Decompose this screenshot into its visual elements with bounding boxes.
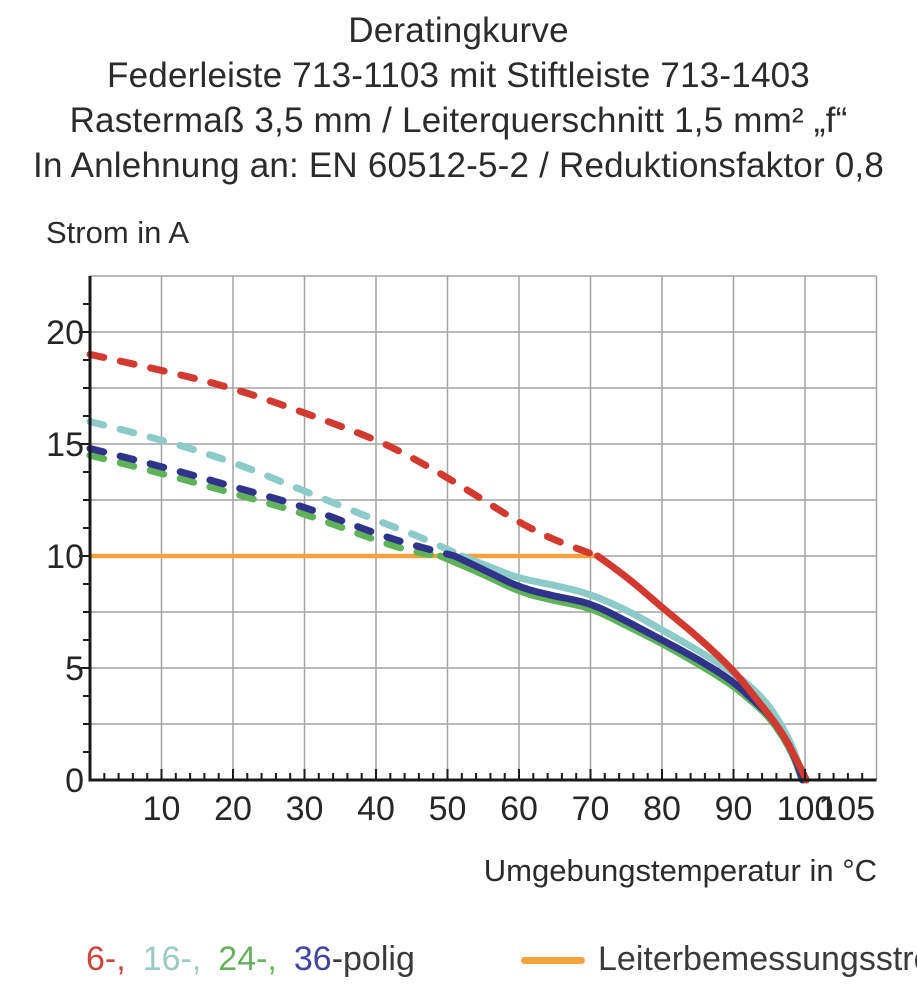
legend-entry-36-number: 36 (293, 940, 332, 978)
x-tick-60: 60 (500, 790, 538, 828)
x-tick-80: 80 (643, 790, 681, 828)
series-16-polig (86, 418, 808, 784)
legend-entry-16polig: 16-, (142, 940, 202, 978)
y-axis-label: Strom in A (46, 215, 189, 250)
chart-grid (90, 275, 878, 780)
legend-entry-24polig: 24-, (218, 940, 277, 978)
y-tick-0: 0 (65, 762, 84, 800)
x-tick-10: 10 (143, 790, 181, 828)
y-tick-20: 20 (46, 314, 84, 352)
reference-line-swatch (521, 957, 585, 964)
x-tick-100: 100 (777, 790, 834, 828)
legend-series: 6-, 16-, 24-, 36-polig (86, 940, 415, 979)
axis-ticks (79, 303, 864, 780)
title-block: Deratingkurve Federleiste 713-1103 mit S… (0, 8, 917, 188)
x-tick-20: 20 (214, 790, 252, 828)
x-tick-90: 90 (715, 790, 753, 828)
x-axis-label: Umgebungstemperatur in °C (483, 853, 877, 888)
series-24-polig (86, 451, 806, 784)
legend-entry-polig-suffix: -polig (331, 940, 415, 978)
x-tick-105: 105 (818, 790, 875, 828)
chart-subtitle-2: Rastermaß 3,5 mm / Leiterquerschnitt 1,5… (69, 101, 848, 140)
y-tick-10: 10 (46, 538, 84, 576)
chart-title: Deratingkurve (348, 11, 569, 50)
y-tick-15: 15 (46, 426, 84, 464)
reference-line-label: Leiterbemessungsstrom (598, 940, 917, 978)
legend-entry-6polig: 6-, (86, 940, 126, 978)
x-tick-50: 50 (429, 790, 467, 828)
legend-reference: Leiterbemessungsstrom (521, 940, 917, 979)
y-tick-5: 5 (65, 650, 84, 688)
chart-subtitle-3: In Anlehnung an: EN 60512-5-2 / Reduktio… (33, 146, 884, 185)
series-36-polig (86, 444, 807, 784)
series-6-polig (86, 350, 810, 784)
x-tick-40: 40 (357, 790, 395, 828)
x-tick-70: 70 (572, 790, 610, 828)
x-tick-30: 30 (286, 790, 324, 828)
legend-entry-36polig: 36-polig (294, 940, 415, 979)
chart-subtitle-1: Federleiste 713-1103 mit Stiftleiste 713… (107, 56, 810, 95)
